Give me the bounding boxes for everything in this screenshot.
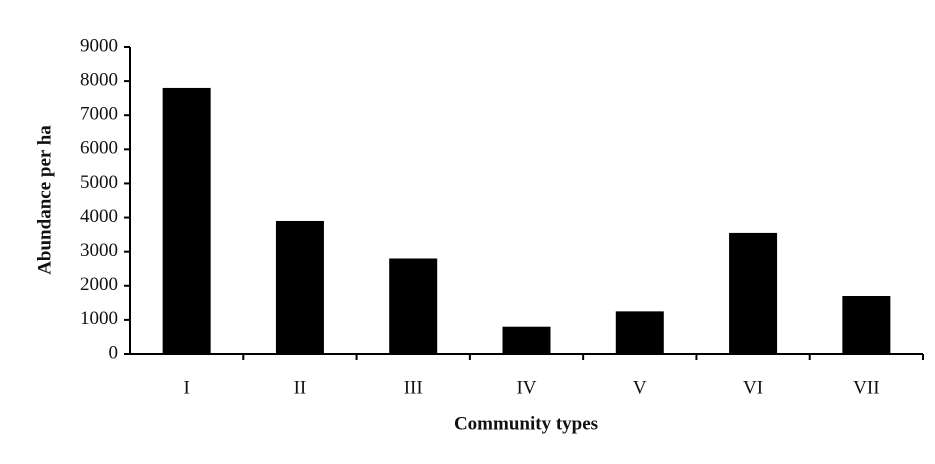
y-tick-label: 6000 xyxy=(80,138,118,159)
bar xyxy=(729,232,778,354)
bar xyxy=(162,87,211,354)
y-tick-label: 9000 xyxy=(80,35,118,56)
x-tick-label: V xyxy=(633,377,647,398)
x-tick-label: II xyxy=(294,377,307,398)
y-tick-label: 8000 xyxy=(80,69,118,90)
y-tick-label: 0 xyxy=(109,342,119,363)
y-tick-label: 3000 xyxy=(80,240,118,261)
bar xyxy=(275,220,324,354)
y-tick-label: 2000 xyxy=(80,274,118,295)
x-tick-label: VI xyxy=(743,377,763,398)
y-tick-label: 5000 xyxy=(80,172,118,193)
x-axis-title: Community types xyxy=(454,413,598,434)
x-tick-label: IV xyxy=(516,377,536,398)
y-tick-label: 4000 xyxy=(80,206,118,227)
bar xyxy=(615,311,664,354)
x-tick-label: I xyxy=(183,377,189,398)
x-tick-label: III xyxy=(404,377,423,398)
y-tick-label: 1000 xyxy=(80,308,118,329)
y-tick-label: 7000 xyxy=(80,104,118,125)
bar xyxy=(842,296,891,354)
bar xyxy=(389,258,438,354)
bar xyxy=(502,326,551,354)
y-axis-title: Abundance per ha xyxy=(34,125,55,275)
x-tick-label: VII xyxy=(853,377,879,398)
